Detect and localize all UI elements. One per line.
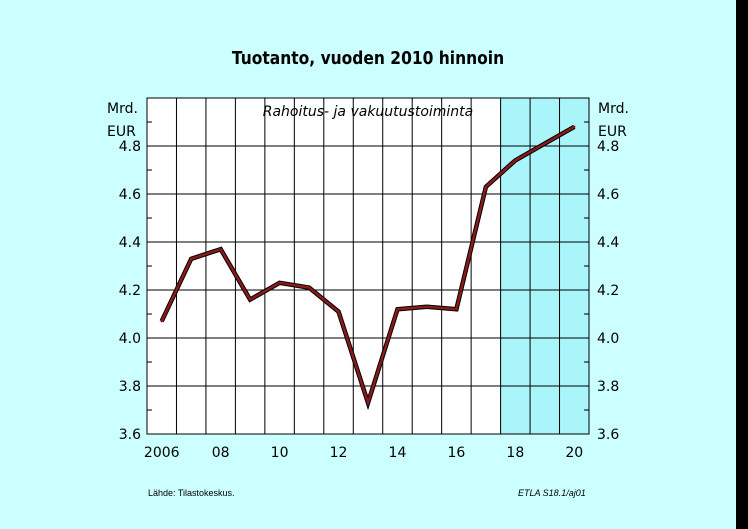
chart-subtitle: Rahoitus- ja vakuutustoiminta [263, 104, 474, 120]
right-unit-line2: EUR [598, 124, 627, 140]
data-point [573, 125, 576, 128]
x-tick-label: 20 [565, 445, 583, 461]
y-tick-label-left: 4.0 [119, 331, 141, 347]
series-layer [159, 124, 576, 411]
data-point [190, 257, 193, 260]
x-tick-label: 2006 [144, 445, 180, 461]
data-point [366, 401, 370, 404]
data-point [307, 286, 311, 289]
left-unit-line2: EUR [107, 124, 136, 140]
y-tick-label-left: 4.2 [119, 283, 141, 299]
chart-code: ETLA S18.1/aj01 [518, 488, 586, 498]
y-tick-label-right: 3.6 [597, 427, 619, 443]
y-tick-label-left: 3.8 [119, 379, 141, 395]
data-point [337, 310, 340, 313]
x-tick-label: 14 [389, 445, 407, 461]
data-point [219, 248, 222, 251]
y-tick-label-left: 4.6 [119, 187, 141, 203]
y-tick-label-left: 3.6 [119, 427, 141, 443]
x-tick-label: 12 [330, 445, 348, 461]
x-tick-label: 16 [447, 445, 465, 461]
chart-title: Tuotanto, vuoden 2010 hinnoin [231, 48, 505, 69]
data-point [543, 142, 546, 145]
y-tick-label-left: 4.8 [119, 139, 141, 155]
source-note: Lähde: Tilastokeskus. [148, 488, 235, 498]
data-point [514, 159, 517, 162]
x-tick-label: 10 [271, 445, 289, 461]
y-tick-label-right: 4.2 [597, 283, 619, 299]
left-unit-line1: Mrd. [107, 101, 138, 117]
tick-labels: 3.6 3.6 3.8 3.8 4.0 4.0 4.2 4.2 4.4 4.4 4.6 4.6 4.8 4… [119, 139, 620, 461]
y-tick-label-right: 3.8 [597, 379, 619, 395]
y-tick-label-right: 4.8 [597, 139, 619, 155]
data-point [248, 298, 252, 301]
data-point [425, 305, 429, 308]
data-point [278, 281, 281, 284]
data-point [455, 308, 458, 311]
plot-frame [146, 97, 590, 435]
x-tick-label: 08 [212, 445, 230, 461]
y-tick-label-right: 4.0 [597, 331, 619, 347]
y-tick-label-right: 4.4 [597, 235, 619, 251]
data-point [396, 308, 399, 311]
data-point [484, 185, 488, 188]
right-unit-line1: Mrd. [598, 101, 629, 117]
forecast-shading [500, 98, 589, 434]
y-tick-label-left: 4.4 [119, 235, 141, 251]
axis-ticks [147, 97, 589, 435]
y-tick-label-right: 4.6 [597, 187, 619, 203]
data-point [160, 320, 163, 323]
x-tick-label: 18 [506, 445, 524, 461]
